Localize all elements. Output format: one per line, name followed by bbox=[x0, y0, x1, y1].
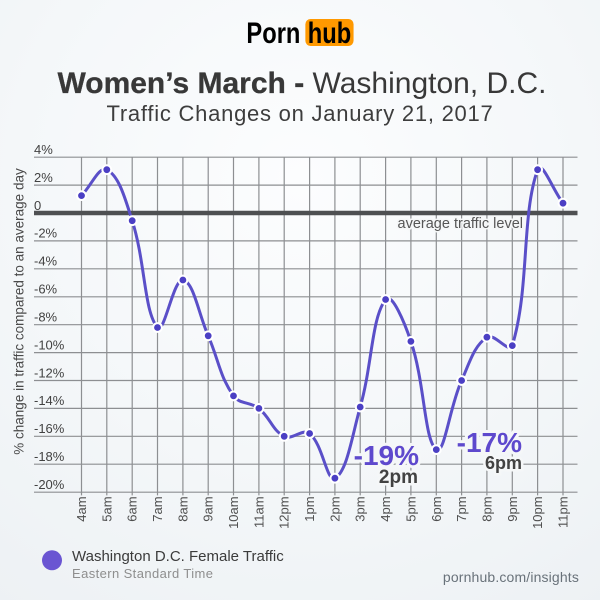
svg-text:8pm: 8pm bbox=[479, 496, 494, 521]
svg-text:0: 0 bbox=[34, 198, 41, 213]
svg-text:7pm: 7pm bbox=[454, 496, 469, 521]
svg-text:10am: 10am bbox=[226, 496, 241, 529]
svg-text:-4%: -4% bbox=[34, 254, 58, 269]
svg-text:6am: 6am bbox=[125, 496, 140, 521]
svg-text:-16%: -16% bbox=[34, 421, 65, 436]
svg-text:-12%: -12% bbox=[34, 365, 65, 380]
svg-text:-10%: -10% bbox=[34, 337, 65, 352]
svg-text:-2%: -2% bbox=[34, 226, 58, 241]
svg-text:% change in traffic compared t: % change in traffic compared to an avera… bbox=[12, 168, 27, 455]
svg-text:5pm: 5pm bbox=[403, 496, 418, 521]
svg-text:4am: 4am bbox=[74, 496, 89, 521]
svg-text:2pm: 2pm bbox=[379, 467, 418, 488]
svg-text:-18%: -18% bbox=[34, 449, 65, 464]
svg-text:2%: 2% bbox=[34, 170, 53, 185]
svg-text:4pm: 4pm bbox=[378, 496, 393, 521]
svg-text:-6%: -6% bbox=[34, 282, 58, 297]
svg-text:-8%: -8% bbox=[34, 310, 58, 325]
svg-text:11am: 11am bbox=[251, 496, 266, 528]
svg-text:6pm: 6pm bbox=[485, 453, 522, 473]
svg-text:5am: 5am bbox=[99, 496, 114, 521]
svg-text:Porn: Porn bbox=[246, 16, 300, 49]
svg-text:12pm: 12pm bbox=[277, 496, 292, 529]
svg-text:9am: 9am bbox=[201, 496, 216, 521]
svg-text:11pm: 11pm bbox=[556, 496, 571, 528]
svg-text:-14%: -14% bbox=[34, 393, 65, 408]
svg-text:3pm: 3pm bbox=[353, 496, 368, 521]
svg-text:7am: 7am bbox=[150, 496, 165, 521]
svg-text:-20%: -20% bbox=[34, 477, 65, 492]
svg-text:average traffic level: average traffic level bbox=[398, 216, 523, 232]
svg-text:10pm: 10pm bbox=[530, 496, 545, 529]
svg-text:hub: hub bbox=[308, 16, 351, 49]
svg-text:1pm: 1pm bbox=[302, 496, 317, 521]
svg-text:8am: 8am bbox=[175, 496, 190, 521]
svg-text:9pm: 9pm bbox=[505, 496, 520, 521]
svg-text:2pm: 2pm bbox=[327, 496, 342, 521]
svg-text:-19%: -19% bbox=[354, 440, 419, 471]
svg-text:-17%: -17% bbox=[457, 427, 522, 458]
svg-text:6pm: 6pm bbox=[429, 496, 444, 521]
svg-text:4%: 4% bbox=[34, 142, 53, 157]
